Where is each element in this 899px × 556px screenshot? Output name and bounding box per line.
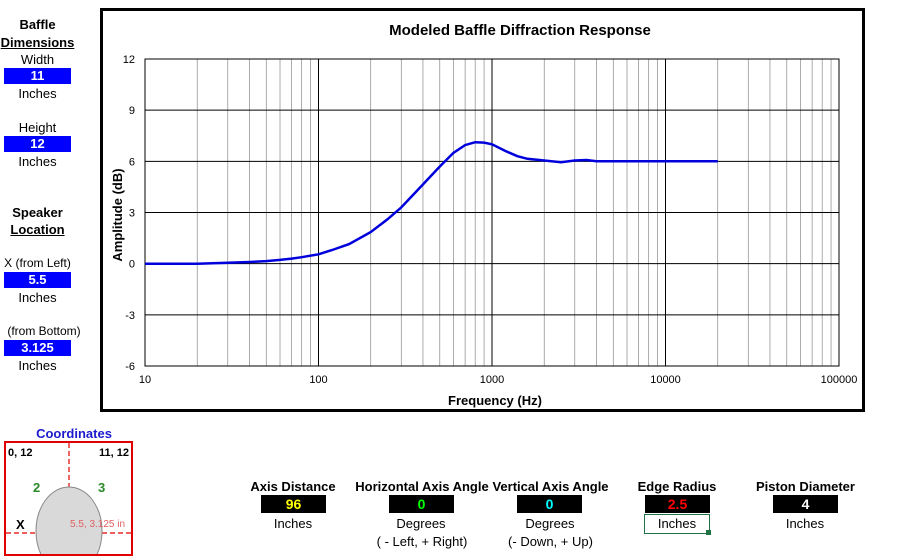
edge-radius-unit[interactable]: Inches bbox=[644, 514, 710, 534]
top-right-coord: 11, 12 bbox=[99, 447, 129, 459]
x-tick-label: 1000 bbox=[480, 374, 504, 386]
piston-ellipse bbox=[35, 486, 103, 554]
x-tick-label: 100 bbox=[309, 374, 327, 386]
x-tick-label: 100000 bbox=[821, 374, 858, 386]
baffle-title: Baffle bbox=[19, 17, 56, 32]
y-tick-label: 0 bbox=[129, 259, 135, 271]
width-input[interactable]: 11 bbox=[4, 68, 71, 84]
height-unit: Inches bbox=[18, 154, 57, 169]
y-position-unit: Inches bbox=[18, 358, 57, 373]
axis-distance-unit: Inches bbox=[273, 516, 313, 531]
baffle-subtitle: Dimensions bbox=[0, 35, 75, 50]
v-angle-input[interactable]: 0 bbox=[517, 495, 582, 513]
quadrant-2-label: 2 bbox=[33, 480, 41, 495]
y-position-input[interactable]: 3.125 bbox=[4, 340, 71, 356]
x-tick-label: 10 bbox=[139, 374, 151, 386]
diffraction-chart: 10 100 1000 10000 100000 -6 -3 0 3 6 9 12 Modeled B… bbox=[110, 22, 858, 408]
chart-frame: 10 100 1000 10000 100000 -6 -3 0 3 6 9 12 Modeled B… bbox=[100, 8, 865, 412]
plot-area bbox=[144, 58, 840, 367]
piston-diameter-input[interactable]: 4 bbox=[773, 495, 838, 513]
coordinates-title: Coordinates bbox=[36, 426, 112, 441]
x-position-label: X (from Left) bbox=[4, 256, 71, 270]
x-marker: X bbox=[16, 517, 25, 532]
coordinates-panel: 0, 12 11, 12 2 3 X 5.5, 3.125 in bbox=[4, 441, 133, 556]
height-label: Height bbox=[18, 120, 57, 135]
piston-diameter-label: Piston Diameter bbox=[756, 479, 855, 494]
speaker-subtitle: Location bbox=[10, 222, 65, 237]
axis-distance-input[interactable]: 96 bbox=[261, 495, 326, 513]
y-tick-label: -6 bbox=[125, 361, 135, 373]
piston-diameter-unit: Inches bbox=[785, 516, 825, 531]
y-tick-label: 12 bbox=[123, 54, 135, 66]
chart-ticks: 10 100 1000 10000 100000 -6 -3 0 3 6 9 12 bbox=[123, 54, 858, 386]
chart-grid bbox=[144, 58, 840, 367]
quadrant-3-label: 3 bbox=[98, 480, 106, 495]
h-angle-note: ( - Left, + Right) bbox=[376, 534, 468, 549]
top-left-coord: 0, 12 bbox=[8, 447, 33, 459]
chart-title: Modeled Baffle Diffraction Response bbox=[389, 22, 651, 39]
speaker-point-label: 5.5, 3.125 in bbox=[70, 519, 126, 530]
y-tick-label: 9 bbox=[129, 105, 135, 117]
speaker-title: Speaker bbox=[12, 205, 63, 220]
y-tick-label: 3 bbox=[129, 208, 135, 220]
x-position-unit: Inches bbox=[18, 290, 57, 305]
width-label: Width bbox=[20, 52, 55, 67]
y-position-label: (from Bottom) bbox=[7, 324, 81, 338]
baffle-diagram bbox=[6, 443, 131, 554]
v-angle-label: Vertical Axis Angle bbox=[492, 479, 609, 494]
v-angle-note: (- Down, + Up) bbox=[508, 534, 593, 549]
cell-fill-handle[interactable] bbox=[706, 530, 711, 535]
v-angle-unit: Degrees bbox=[525, 516, 575, 531]
height-input[interactable]: 12 bbox=[4, 136, 71, 152]
y-tick-label: -3 bbox=[125, 310, 135, 322]
edge-radius-label: Edge Radius bbox=[637, 479, 717, 494]
response-curve bbox=[145, 140, 718, 265]
width-unit: Inches bbox=[18, 86, 57, 101]
h-angle-unit: Degrees bbox=[396, 516, 446, 531]
y-axis-label: Amplitude (dB) bbox=[110, 168, 125, 261]
x-axis-label: Frequency (Hz) bbox=[448, 393, 542, 408]
h-angle-input[interactable]: 0 bbox=[389, 495, 454, 513]
x-tick-label: 10000 bbox=[650, 374, 681, 386]
h-angle-label: Horizontal Axis Angle bbox=[355, 479, 489, 494]
axis-distance-label: Axis Distance bbox=[250, 479, 336, 494]
edge-radius-input[interactable]: 2.5 bbox=[645, 495, 710, 513]
y-tick-label: 6 bbox=[129, 156, 135, 168]
x-position-input[interactable]: 5.5 bbox=[4, 272, 71, 288]
